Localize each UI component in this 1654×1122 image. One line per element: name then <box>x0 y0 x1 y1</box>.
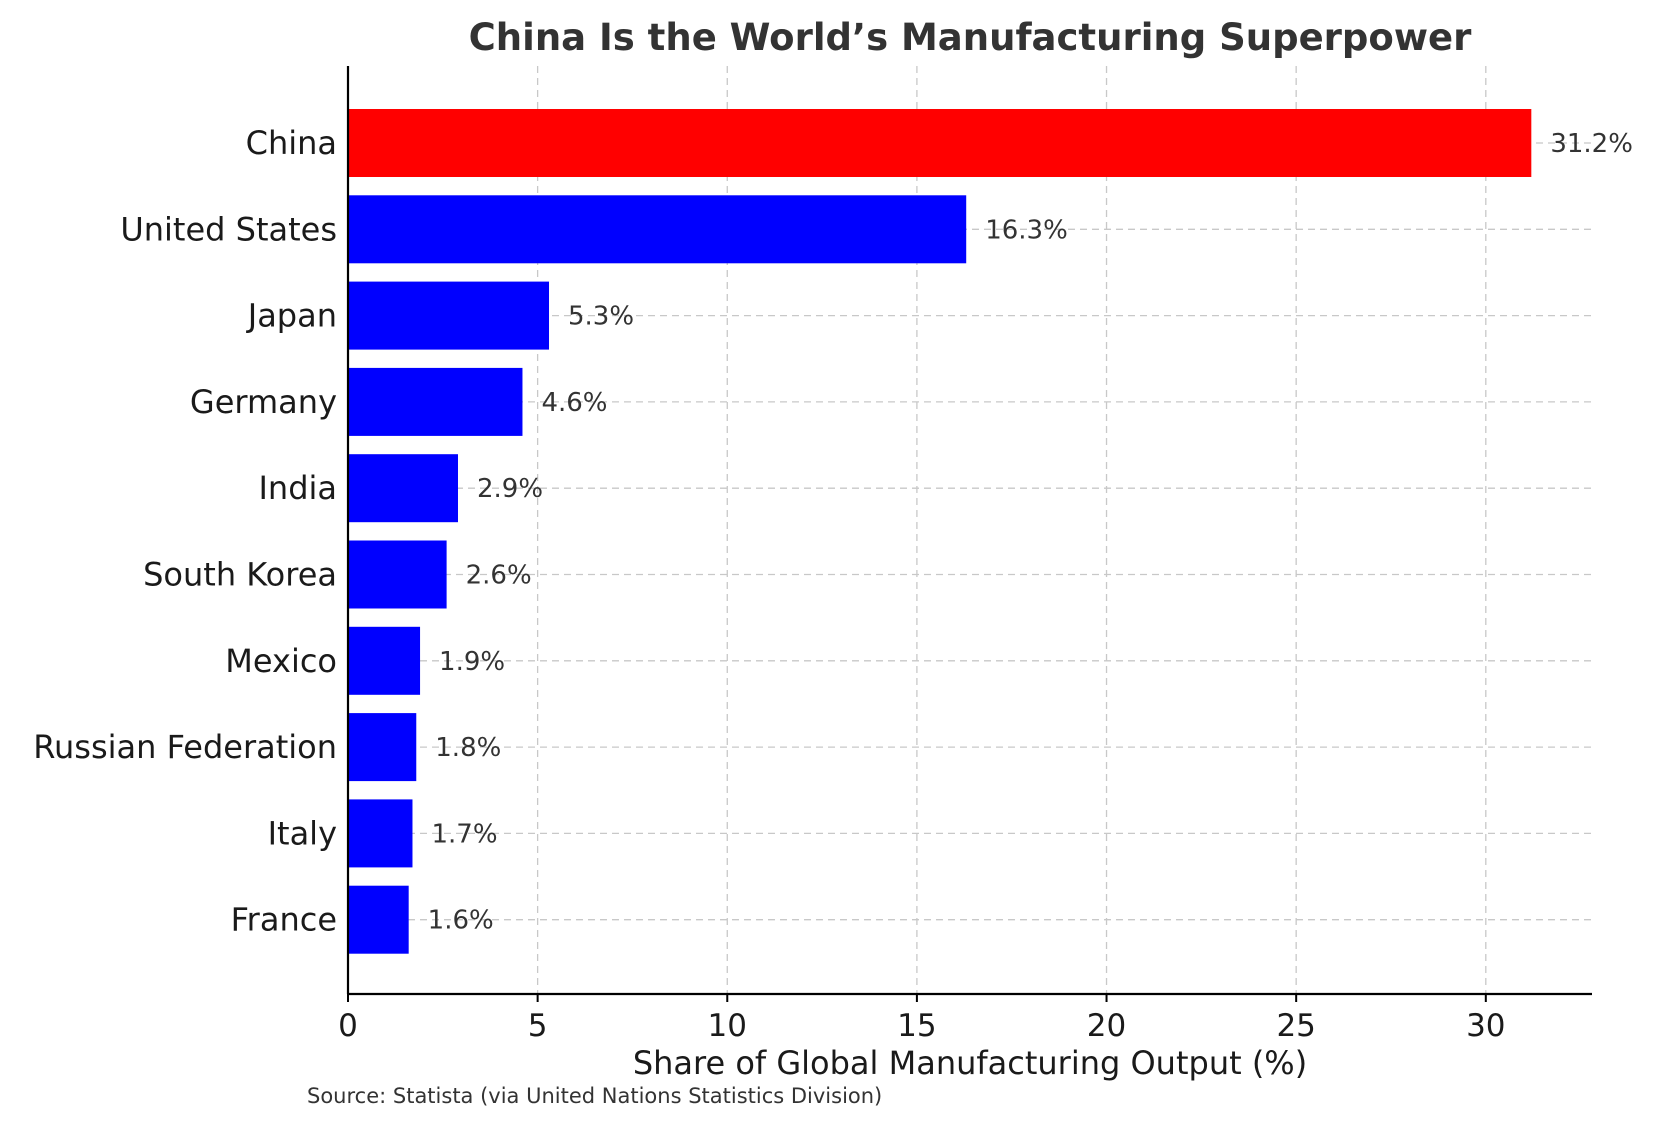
bar <box>348 885 409 954</box>
data-label: 1.9% <box>439 647 505 677</box>
category-label: China <box>246 124 337 162</box>
bar <box>348 454 458 523</box>
category-label: France <box>231 901 337 939</box>
bar <box>348 367 523 436</box>
category-label: Mexico <box>225 642 337 680</box>
category-label: India <box>258 469 337 507</box>
category-label: United States <box>120 210 337 248</box>
bar <box>348 281 550 350</box>
bar <box>348 109 1532 177</box>
bar <box>348 799 413 868</box>
data-label: 5.3% <box>568 302 634 332</box>
source-note: Source: Statista (via United Nations Sta… <box>307 1084 882 1108</box>
x-tick-label: 0 <box>338 1008 358 1044</box>
data-label: 2.9% <box>477 474 543 504</box>
data-label: 16.3% <box>985 215 1068 245</box>
category-label: Russian Federation <box>33 728 337 766</box>
data-label: 1.6% <box>428 906 494 936</box>
x-tick-label: 5 <box>528 1008 548 1044</box>
data-label: 1.7% <box>431 819 497 849</box>
x-tick-label: 30 <box>1466 1008 1505 1044</box>
x-tick-label: 25 <box>1276 1008 1315 1044</box>
data-label: 4.6% <box>541 388 607 418</box>
category-label: Germany <box>190 383 337 421</box>
category-label: Japan <box>246 297 337 335</box>
labels: China 31.2% United States 16.3% Japan 5.3% Ger… <box>33 124 1633 1044</box>
bar <box>348 626 421 695</box>
category-label: Italy <box>268 814 337 852</box>
axes <box>346 66 1592 1002</box>
x-tick-label: 20 <box>1087 1008 1126 1044</box>
data-label: 31.2% <box>1550 129 1633 159</box>
bar <box>348 195 967 264</box>
x-tick-label: 15 <box>897 1008 936 1044</box>
data-label: 1.8% <box>435 733 501 763</box>
x-axis-label: Share of Global Manufacturing Output (%) <box>633 1044 1307 1082</box>
x-tick-label: 10 <box>708 1008 747 1044</box>
category-label: South Korea <box>143 556 337 594</box>
bars <box>348 109 1532 954</box>
bar <box>348 540 447 609</box>
bar <box>348 713 417 782</box>
data-label: 2.6% <box>466 561 532 591</box>
chart-title: China Is the World’s Manufacturing Super… <box>469 16 1472 59</box>
